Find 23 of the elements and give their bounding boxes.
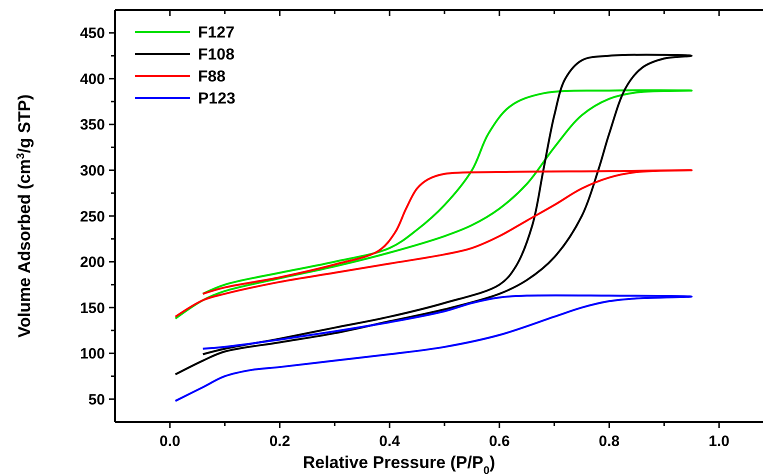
line-series [174,169,693,318]
x-tick-label: 0.4 [379,433,401,450]
x-axis-title: Relative Pressure (P/P$_{0}$) [302,453,496,474]
line-series [174,89,693,320]
y-tick-label: 250 [80,208,105,226]
y-tick-label: 200 [80,254,105,272]
line-series [174,294,693,402]
y-tick-label: 450 [80,25,105,42]
x-tick-label: 0.2 [269,433,290,450]
x-tick-label: 0.8 [598,433,620,450]
x-tick-label: 1.0 [708,433,730,450]
y-tick-label: 350 [80,116,105,134]
legend-label: F88 [198,68,226,86]
legend-label: F127 [198,24,235,42]
y-tick-label: 300 [80,162,105,180]
legend-label: F108 [198,46,235,64]
x-tick-label: 0.6 [488,433,510,450]
y-tick-label: 100 [80,346,105,363]
x-tick-label: 0.0 [159,433,180,450]
y-tick-label: 50 [88,391,105,408]
y-tick-label: 150 [80,300,105,317]
legend-label: P123 [198,90,236,108]
y-tick-label: 400 [80,70,105,88]
